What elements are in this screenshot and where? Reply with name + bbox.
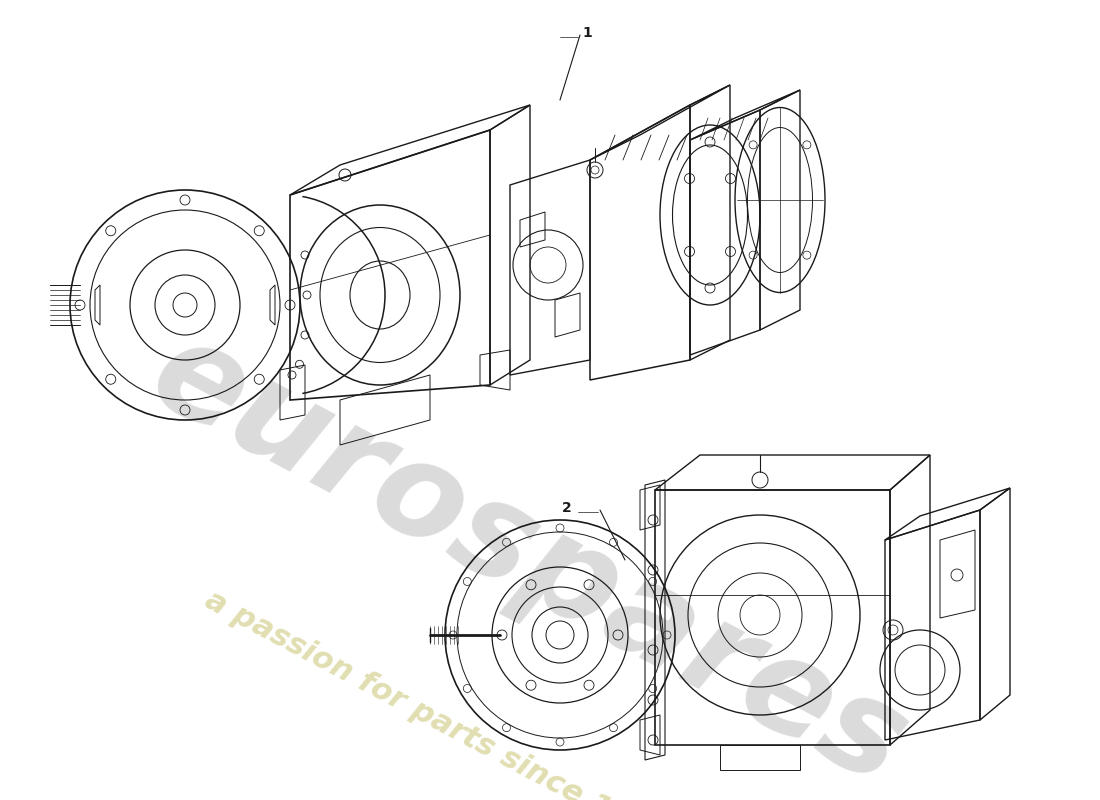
Text: 2: 2	[562, 501, 572, 515]
Text: eurospares: eurospares	[130, 308, 926, 800]
Text: 1: 1	[582, 26, 592, 40]
Text: a passion for parts since 1985: a passion for parts since 1985	[200, 586, 672, 800]
